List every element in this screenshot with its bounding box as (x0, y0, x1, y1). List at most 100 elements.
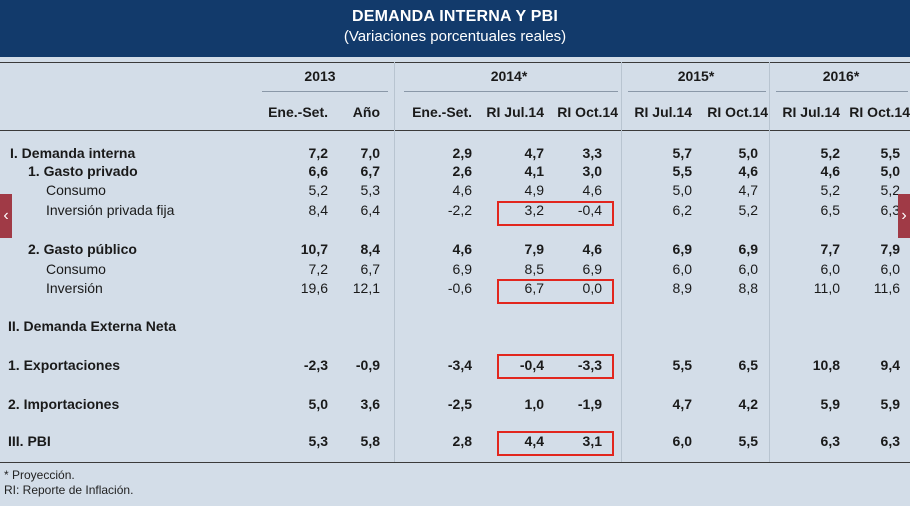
cell-value: 8,9 (672, 280, 692, 296)
cell-value: 4,6 (582, 182, 602, 198)
cell-value: 6,6 (308, 163, 328, 179)
cell-value: -0,6 (447, 280, 472, 296)
col-header: Año (352, 104, 380, 120)
col-separator (621, 62, 622, 462)
cell-value: 19,6 (300, 280, 328, 296)
cell-value: 6,5 (738, 357, 758, 373)
col-header: RI Oct.14 (849, 104, 910, 120)
cell-value: 2,8 (452, 433, 472, 449)
cell-value: 7,2 (308, 261, 328, 277)
row-label: I. Demanda interna (10, 145, 136, 161)
table-subtitle: (Variaciones porcentuales reales) (343, 28, 567, 45)
footnote-projection: * Proyección. (4, 468, 75, 482)
col-header: RI Jul.14 (634, 104, 692, 120)
table-row: Consumo 5,2 5,3 4,6 4,9 4,6 5,0 4,7 5,2 5,2 (0, 182, 910, 200)
cell-value: -3,4 (447, 357, 472, 373)
year-2013: 2013 (304, 68, 336, 84)
cell-value: 7,7 (820, 241, 840, 257)
year-2016: 2016* (822, 68, 860, 84)
cell-value: 4,7 (738, 182, 758, 198)
prev-slide-button[interactable]: ‹ (0, 194, 12, 238)
cell-value: 5,2 (738, 202, 758, 218)
cell-value: 6,7 (360, 261, 380, 277)
cell-value: 6,0 (672, 261, 692, 277)
cell-value: 5,3 (308, 433, 328, 449)
cell-value: -0,4 (577, 202, 602, 218)
table-row: Inversión privada fija 8,4 6,4 -2,2 3,2 -0,4 6… (0, 202, 910, 220)
cell-value: 4,1 (524, 163, 544, 179)
cell-value: 5,2 (820, 182, 840, 198)
cell-value: 5,7 (672, 145, 692, 161)
cell-value: -0,9 (355, 357, 380, 373)
col-header: RI Oct.14 (557, 104, 618, 120)
cell-value: 4,7 (524, 145, 544, 161)
cell-value: 6,5 (820, 202, 840, 218)
highlight-box (497, 431, 614, 456)
cell-value: 6,0 (738, 261, 758, 277)
cell-value: 9,4 (880, 357, 900, 373)
cell-value: 10,8 (812, 357, 840, 373)
cell-value: 5,0 (672, 182, 692, 198)
cell-value: 10,7 (300, 241, 328, 257)
cell-value: -2,3 (303, 357, 328, 373)
col-header: RI Jul.14 (486, 104, 544, 120)
table-row: 2. Gasto público 10,7 8,4 4,6 7,9 4,6 6,9 6,9 7,… (0, 241, 910, 259)
col-header: Ene.-Set. (412, 104, 472, 120)
cell-value: 4,6 (452, 182, 472, 198)
cell-value: 5,0 (880, 163, 900, 179)
table-row: 2. Importaciones 5,0 3,6 -2,5 1,0 -1,9 4,7 4,2 5… (0, 396, 910, 414)
cell-value: 5,5 (738, 433, 758, 449)
cell-value: 7,9 (524, 241, 544, 257)
footnote-ri: RI: Reporte de Inflación. (4, 483, 134, 497)
chevron-left-icon: ‹ (3, 207, 9, 224)
year-2015: 2015* (677, 68, 715, 84)
col-separator (769, 62, 770, 462)
row-label: III. PBI (8, 433, 51, 449)
table-row: I. Demanda interna 7,2 7,0 2,9 4,7 3,3 5,7 5,0 5… (0, 145, 910, 163)
row-label: Inversión (46, 280, 103, 296)
table-title: DEMANDA INTERNA Y PBI (352, 8, 558, 25)
cell-value: 5,2 (308, 182, 328, 198)
col-separator (394, 62, 395, 462)
cell-value: 4,9 (524, 182, 544, 198)
cell-value: 6,7 (524, 280, 544, 296)
cell-value: 5,9 (880, 396, 900, 412)
highlight-box (497, 279, 614, 304)
cell-value: -1,9 (577, 396, 602, 412)
cell-value: 6,3 (820, 433, 840, 449)
cell-value: 4,7 (672, 396, 692, 412)
cell-value: 3,1 (582, 433, 602, 449)
cell-value: 11,6 (873, 280, 900, 296)
cell-value: 5,9 (820, 396, 840, 412)
row-label: II. Demanda Externa Neta (8, 318, 177, 334)
table-row: II. Demanda Externa Neta (0, 318, 910, 336)
bottom-rule (0, 462, 910, 463)
cell-value: 7,0 (360, 145, 380, 161)
cell-value: 2,6 (452, 163, 472, 179)
cell-value: 4,4 (524, 433, 544, 449)
cell-value: 6,0 (820, 261, 840, 277)
cell-value: 6,9 (738, 241, 758, 257)
top-rule (0, 62, 910, 63)
table-header: DEMANDA INTERNA Y PBI (Variaciones porce… (0, 0, 910, 57)
cell-value: 5,5 (672, 357, 692, 373)
cell-value: 3,3 (582, 145, 602, 161)
table-row: 1. Gasto privado 6,6 6,7 2,6 4,1 3,0 5,5 4,6 4,6… (0, 163, 910, 181)
cell-value: 7,2 (308, 145, 328, 161)
highlight-box (497, 201, 614, 226)
table-row: III. PBI 5,3 5,8 2,8 4,4 3,1 6,0 5,5 6,3 6,3 (0, 433, 910, 451)
cell-value: 5,2 (820, 145, 840, 161)
cell-value: 5,3 (360, 182, 380, 198)
year-underline (776, 91, 908, 92)
next-slide-button[interactable]: › (898, 194, 910, 238)
col-header: Ene.-Set. (268, 104, 328, 120)
table-row: 1. Exportaciones -2,3 -0,9 -3,4 -0,4 -3,3 5,5 6… (0, 357, 910, 375)
table-row: Consumo 7,2 6,7 6,9 8,5 6,9 6,0 6,0 6,0 6,0 (0, 261, 910, 279)
cell-value: 6,9 (672, 241, 692, 257)
cell-value: 4,6 (738, 163, 758, 179)
row-label: 1. Exportaciones (8, 357, 121, 373)
row-label: 2. Gasto público (28, 241, 137, 257)
row-label: 1. Gasto privado (28, 163, 138, 179)
year-2014: 2014* (490, 68, 528, 84)
